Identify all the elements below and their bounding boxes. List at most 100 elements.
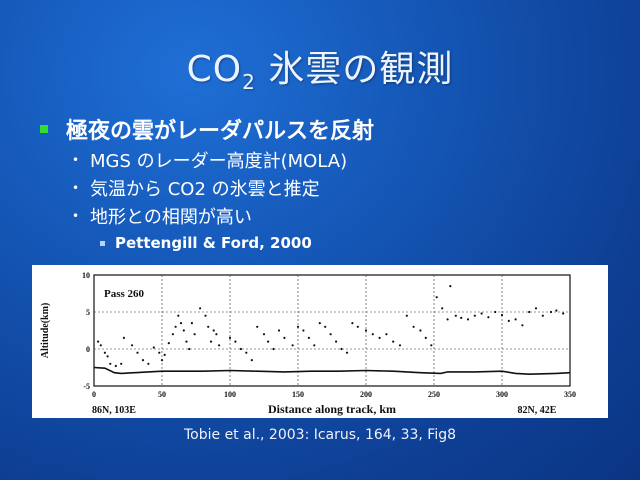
cloud-return-point (473, 314, 476, 317)
cloud-return-point (147, 362, 150, 365)
cloud-return-point (199, 307, 202, 310)
x-tick-label: 100 (224, 390, 236, 399)
cloud-return-point (441, 307, 444, 310)
cloud-return-point (207, 325, 210, 328)
cloud-return-point (507, 319, 510, 322)
start-location-label: 86N, 103E (92, 405, 136, 416)
x-tick-label: 350 (564, 390, 576, 399)
cloud-return-point (364, 329, 368, 332)
x-tick-label: 50 (158, 390, 166, 399)
cloud-return-point (446, 318, 449, 321)
cloud-return-point (272, 347, 275, 351)
cloud-return-point (335, 340, 338, 343)
cloud-return-point (318, 322, 321, 325)
cloud-return-point (435, 296, 438, 299)
cloud-return-point (449, 285, 452, 288)
reference-bullet: Pettengill & Ford, 2000 (100, 230, 626, 256)
y-tick-label: 10 (82, 271, 90, 280)
x-axis-label: Distance along track, km (268, 402, 396, 416)
sub-bullet-3: • 地形との相関が高い (72, 202, 626, 230)
altitude-chart: 0 50 100 150 200 250 300 3501050-5Altitude(km)D… (40, 271, 576, 416)
y-tick-label: 5 (86, 308, 90, 317)
cloud-return-point (99, 344, 102, 347)
cloud-return-point (152, 346, 155, 349)
dot-bullet-icon: • (72, 181, 80, 195)
cloud-return-point (454, 314, 457, 317)
cloud-return-point (494, 310, 497, 314)
cloud-return-point (190, 322, 193, 325)
cloud-return-point (392, 340, 395, 343)
sub-bullet-3-text: 地形との相関が高い (90, 207, 252, 228)
cloud-return-point (120, 362, 123, 365)
cloud-return-point (234, 340, 237, 343)
cloud-return-point (424, 336, 427, 339)
cloud-return-point (296, 325, 300, 328)
dot-bullet-icon: • (72, 153, 80, 167)
sub-bullet-1: • MGS のレーダー高度計(MOLA) (72, 146, 626, 174)
cloud-return-point (215, 333, 218, 336)
cloud-return-point (351, 322, 354, 325)
cloud-return-point (419, 329, 422, 332)
cloud-return-point (158, 351, 161, 354)
mola-figure: 0 50 100 150 200 250 300 350 10 5 0 -5 Altitude(km) D… (32, 265, 608, 418)
cloud-return-point (371, 333, 374, 336)
cloud-return-point (167, 342, 170, 345)
cloud-return-point (385, 333, 388, 336)
cloud-return-point (163, 353, 166, 356)
reference-text: Pettengill & Ford, 2000 (115, 234, 312, 252)
cloud-return-point (212, 329, 215, 332)
cloud-return-point (398, 344, 402, 347)
x-tick-label: 300 (496, 390, 508, 399)
cloud-return-point (378, 336, 381, 339)
small-square-bullet-icon (100, 240, 105, 246)
cloud-return-point (209, 340, 213, 343)
sub-bullet-2-text: 気温から CO2 の氷雲と推定 (90, 179, 320, 200)
panel-label: Pass 260 (104, 288, 145, 300)
cloud-return-point (460, 316, 463, 319)
cloud-return-point (179, 322, 183, 325)
cloud-return-point (245, 351, 248, 354)
figure-caption: Tobie et al., 2003: Icarus, 164, 33, Fig… (183, 427, 457, 443)
bullet-level1-text: 極夜の雲がレーダパルスを反射 (66, 119, 375, 144)
x-tick-label: 200 (360, 390, 372, 399)
cloud-return-point (356, 325, 359, 328)
cloud-return-point (307, 336, 310, 339)
slide-title: CO2 氷雲の観測 (0, 40, 640, 94)
end-location-label: 82N, 42E (518, 405, 557, 416)
cloud-return-point (267, 340, 270, 343)
cloud-return-point (562, 312, 565, 315)
cloud-return-point (188, 347, 191, 351)
x-tick-label: 0 (92, 390, 96, 399)
cloud-return-point (329, 333, 332, 336)
cloud-return-point (324, 325, 327, 328)
plot-frame (93, 274, 571, 387)
cloud-return-point (109, 362, 112, 365)
surface-line (93, 366, 571, 376)
cloud-return-point (218, 344, 221, 347)
cloud-return-point (277, 329, 281, 332)
cloud-return-point (250, 359, 253, 362)
y-tick-label: -5 (83, 382, 90, 391)
sub-bullet-2: • 気温から CO2 の氷雲と推定 (72, 174, 626, 202)
cloud-return-point (182, 329, 185, 332)
cloud-return-point (171, 333, 174, 336)
green-square-bullet-icon (40, 125, 48, 133)
cloud-return-point (345, 351, 349, 354)
sub-bullet-1-text: MGS のレーダー高度計(MOLA) (90, 151, 348, 172)
cloud-return-point (97, 340, 100, 343)
cloud-return-point (239, 347, 242, 351)
cloud-return-point (528, 310, 531, 314)
cloud-return-point (160, 359, 164, 362)
cloud-return-point (405, 314, 408, 317)
cloud-return-point (534, 307, 538, 310)
cloud-return-point (430, 344, 433, 347)
cloud-return-point (521, 324, 524, 327)
cloud-return-point (174, 325, 177, 328)
cloud-return-point (514, 318, 517, 321)
dot-bullet-icon: • (72, 209, 80, 223)
cloud-return-point (340, 347, 343, 351)
cloud-return-point (131, 344, 134, 347)
cloud-return-point (466, 318, 470, 321)
cloud-return-point (291, 344, 294, 347)
cloud-return-point (177, 314, 180, 317)
